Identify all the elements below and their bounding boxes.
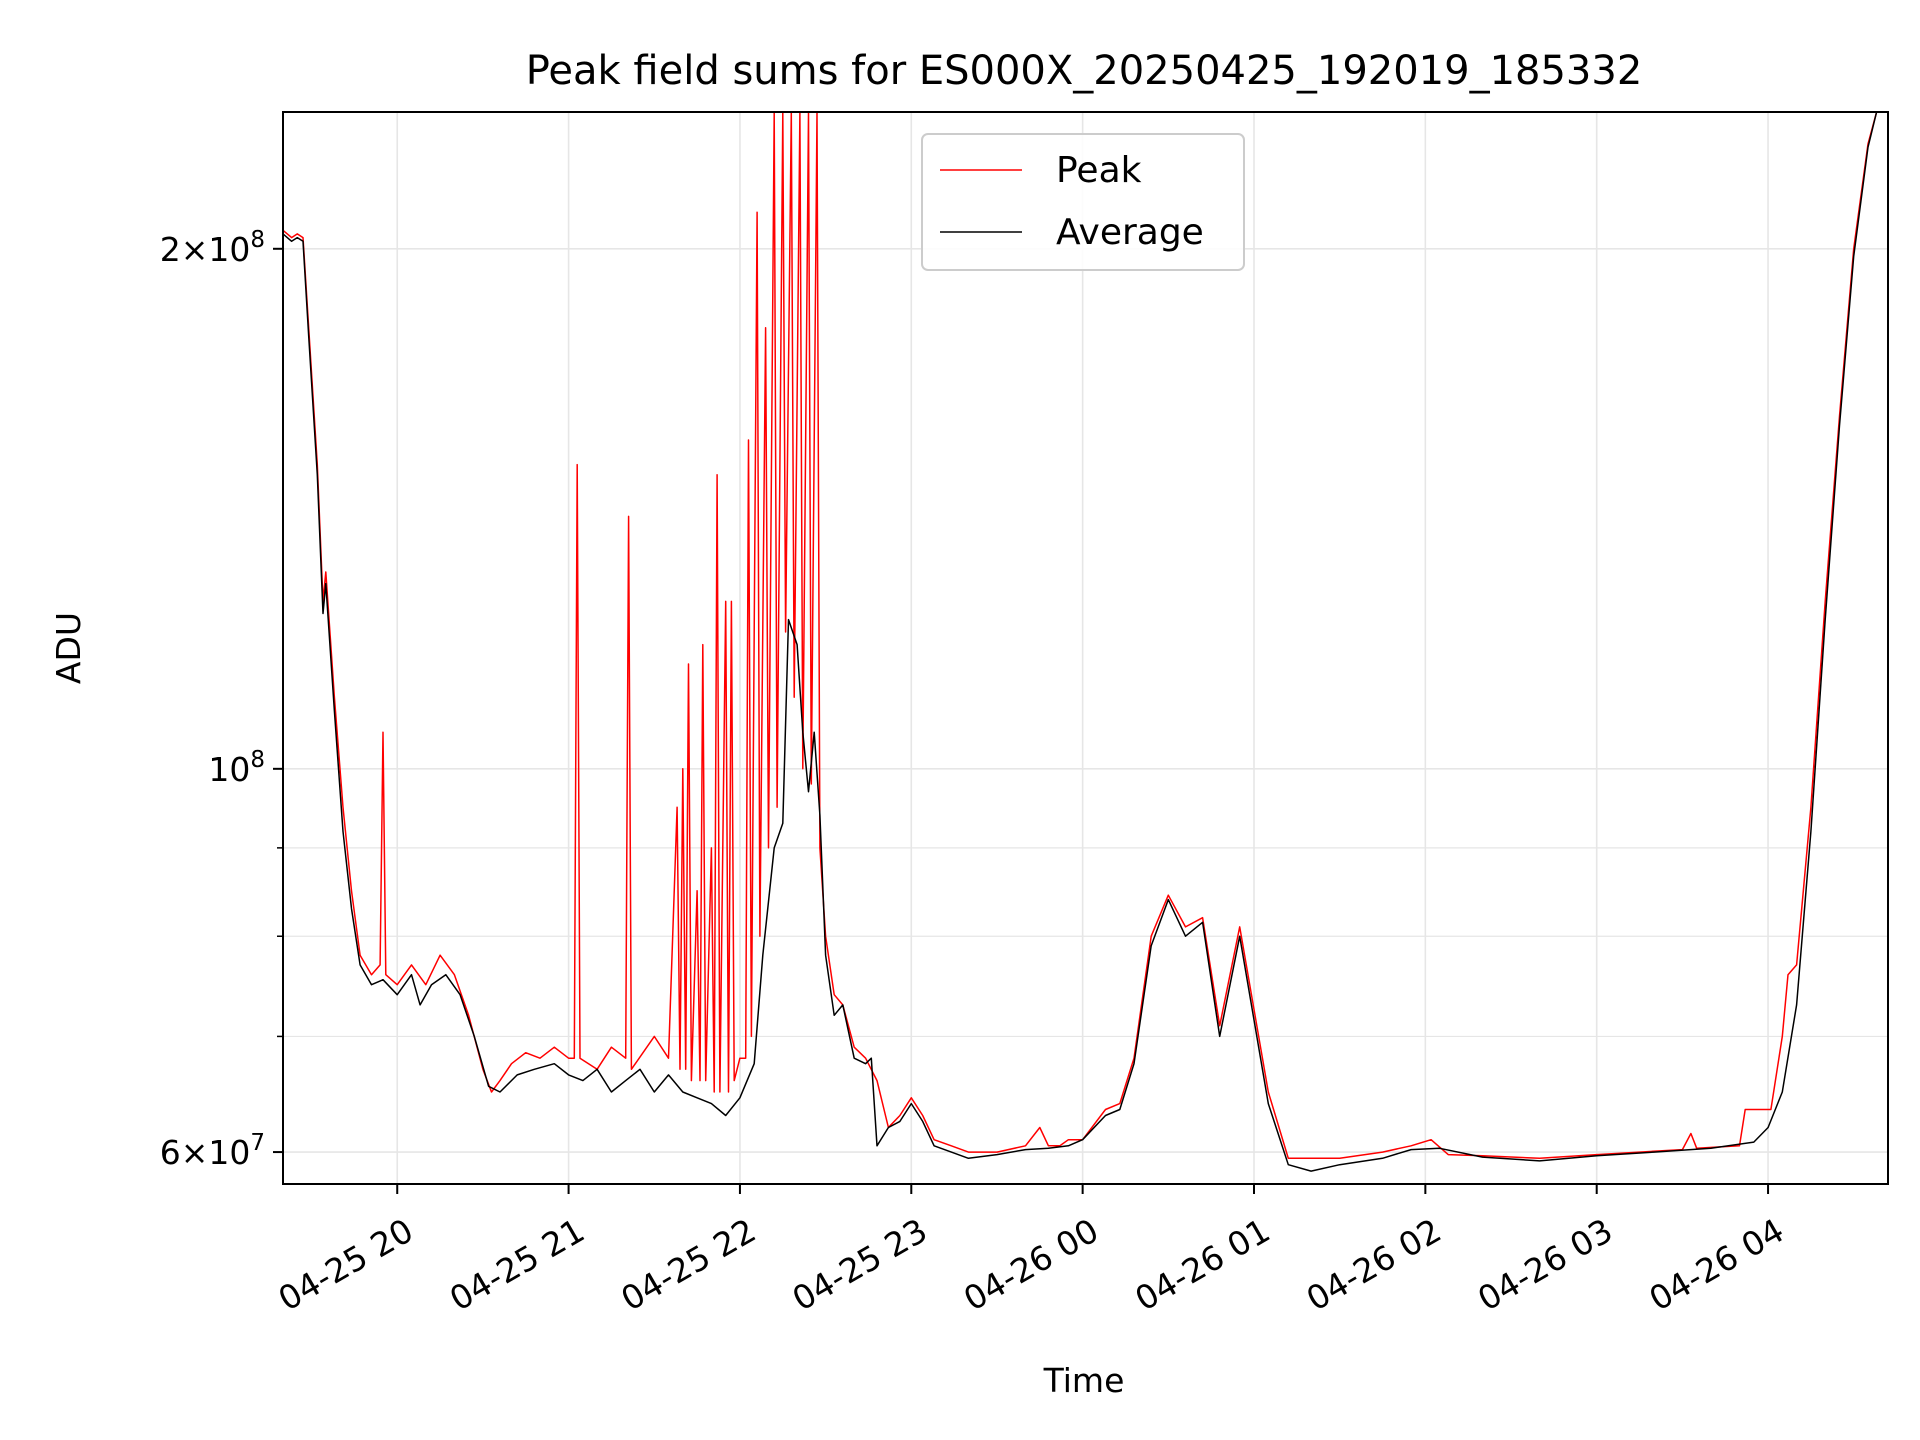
legend-label-peak: Peak xyxy=(1056,150,1142,191)
series-line-average xyxy=(283,112,1878,1172)
legend-label-average: Average xyxy=(1056,212,1204,253)
x-axis-label: Time xyxy=(1043,1361,1125,1400)
y-axis-label: ADU xyxy=(49,612,88,684)
series-layer xyxy=(283,112,1878,1172)
chart-title: Peak field sums for ES000X_20250425_1920… xyxy=(526,48,1643,94)
y-tick-label-1: 108 xyxy=(208,747,265,789)
plot-area xyxy=(283,112,1888,1184)
plot-frame xyxy=(282,111,1889,1185)
y-tick-label-0: 6×107 xyxy=(160,1130,265,1172)
legend: Peak Average xyxy=(921,133,1245,271)
y-tick-label-2: 2×108 xyxy=(160,227,265,269)
y-axis: 6×107 108 2×108 xyxy=(160,227,283,1172)
legend-box xyxy=(921,133,1245,271)
grid xyxy=(283,112,1888,1184)
